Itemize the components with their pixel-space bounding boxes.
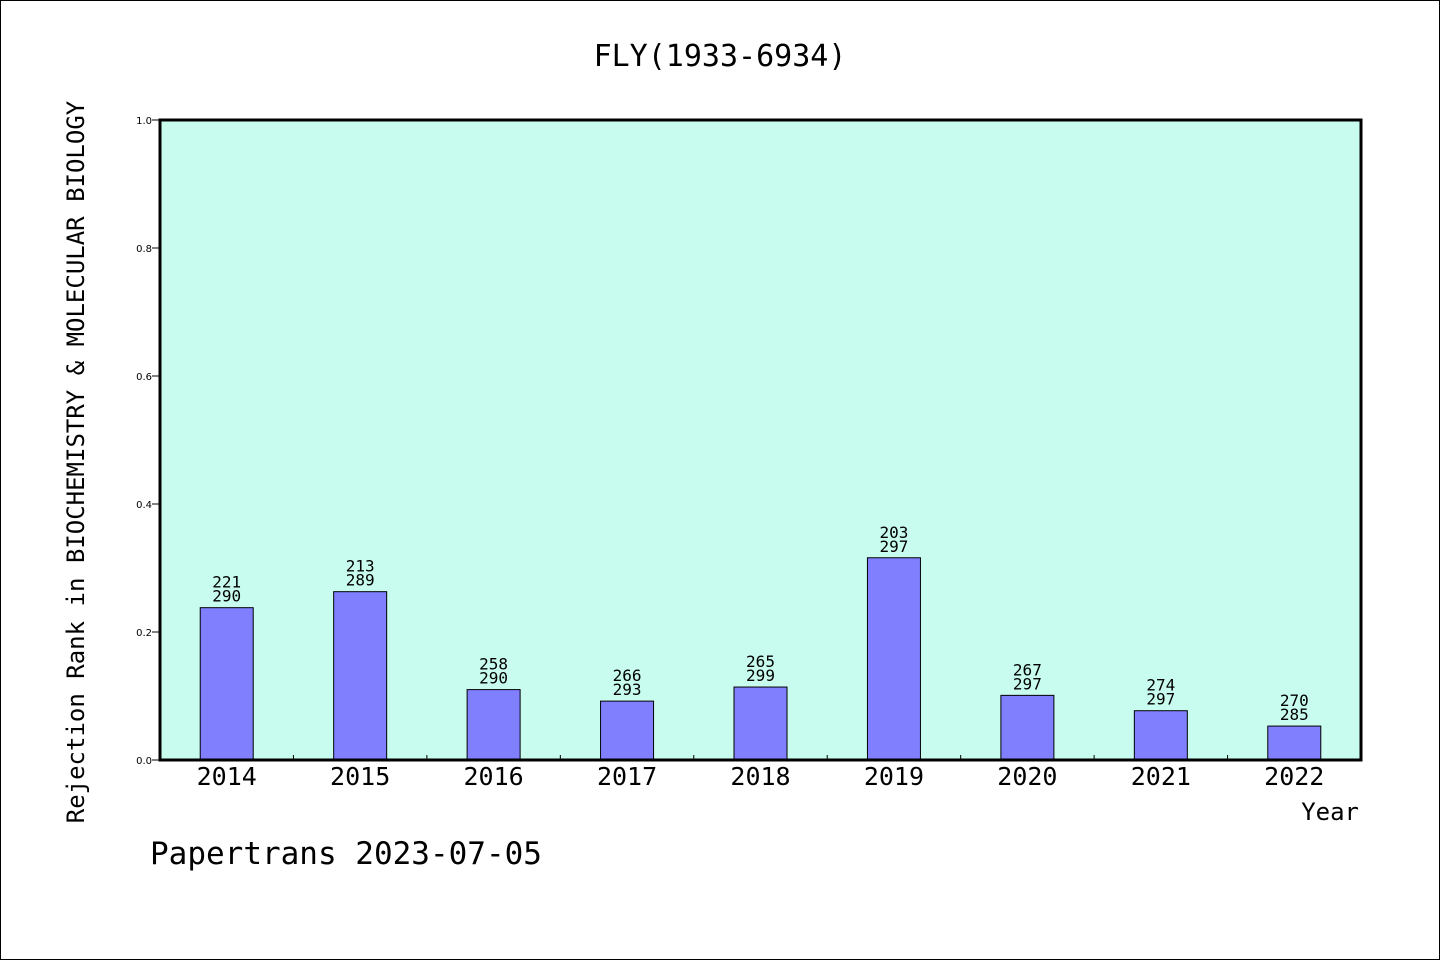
y-tick-label: 0.6 (136, 372, 152, 383)
y-tick-label: 0.8 (136, 244, 152, 255)
rank-label: 274 (1146, 676, 1175, 695)
bars (199, 557, 1322, 761)
total-label: 290 (212, 587, 241, 606)
total-label: 289 (346, 571, 375, 590)
x-tick-label: 2020 (997, 762, 1057, 791)
total-label: 290 (479, 669, 508, 688)
rank-label: 270 (1280, 691, 1309, 710)
bar-2020 (1000, 694, 1055, 761)
rank-label: 221 (212, 573, 241, 592)
x-tick-label: 2014 (197, 762, 257, 791)
y-tick-label: 0.0 (136, 756, 152, 767)
x-tick-label: 2019 (864, 762, 924, 791)
y-axis-label: Rejection Rank in BIOCHEMISTRY & MOLECUL… (62, 100, 90, 823)
x-axis: 2014 2015 2016 2017 2018 2019 2020 2021 2022 (197, 762, 1325, 791)
y-axis: 0.0 0.2 0.4 0.6 0.8 1.0 (136, 116, 160, 767)
rank-label: 213 (346, 557, 375, 576)
total-label: 297 (1146, 690, 1175, 709)
rank-label: 266 (613, 666, 642, 685)
bar-2018 (733, 686, 788, 761)
bar-2022 (1267, 725, 1322, 761)
bar-2019 (866, 557, 921, 761)
rank-label: 265 (746, 652, 775, 671)
plot-border (158, 118, 1363, 762)
y-tick-label: 0.2 (136, 628, 152, 639)
bar-2015 (333, 591, 388, 761)
total-label: 285 (1280, 705, 1309, 724)
x-tick-label: 2021 (1131, 762, 1191, 791)
x-tick-label: 2016 (464, 762, 524, 791)
x-tick-label: 2022 (1264, 762, 1324, 791)
total-label: 299 (746, 666, 775, 685)
bar-2014 (199, 607, 254, 761)
x-tick-label: 2018 (730, 762, 790, 791)
x-tick-label: 2015 (330, 762, 390, 791)
x-axis-label: Year (1301, 798, 1359, 826)
bar-2017 (600, 700, 655, 761)
y-tick-label: 1.0 (136, 116, 152, 127)
footer-text: Papertrans 2023-07-05 (150, 836, 542, 872)
rank-label: 267 (1013, 660, 1042, 679)
bar-2016 (466, 689, 521, 761)
total-label: 297 (1013, 674, 1042, 693)
total-label: 293 (613, 680, 642, 699)
rank-label: 258 (479, 655, 508, 674)
bar-2021 (1133, 710, 1188, 761)
chart-title: FLY(1933-6934) (594, 39, 847, 74)
total-label: 297 (879, 537, 908, 556)
x-tick-label: 2017 (597, 762, 657, 791)
y-tick-label: 0.4 (136, 500, 152, 511)
rank-label: 203 (879, 523, 908, 542)
